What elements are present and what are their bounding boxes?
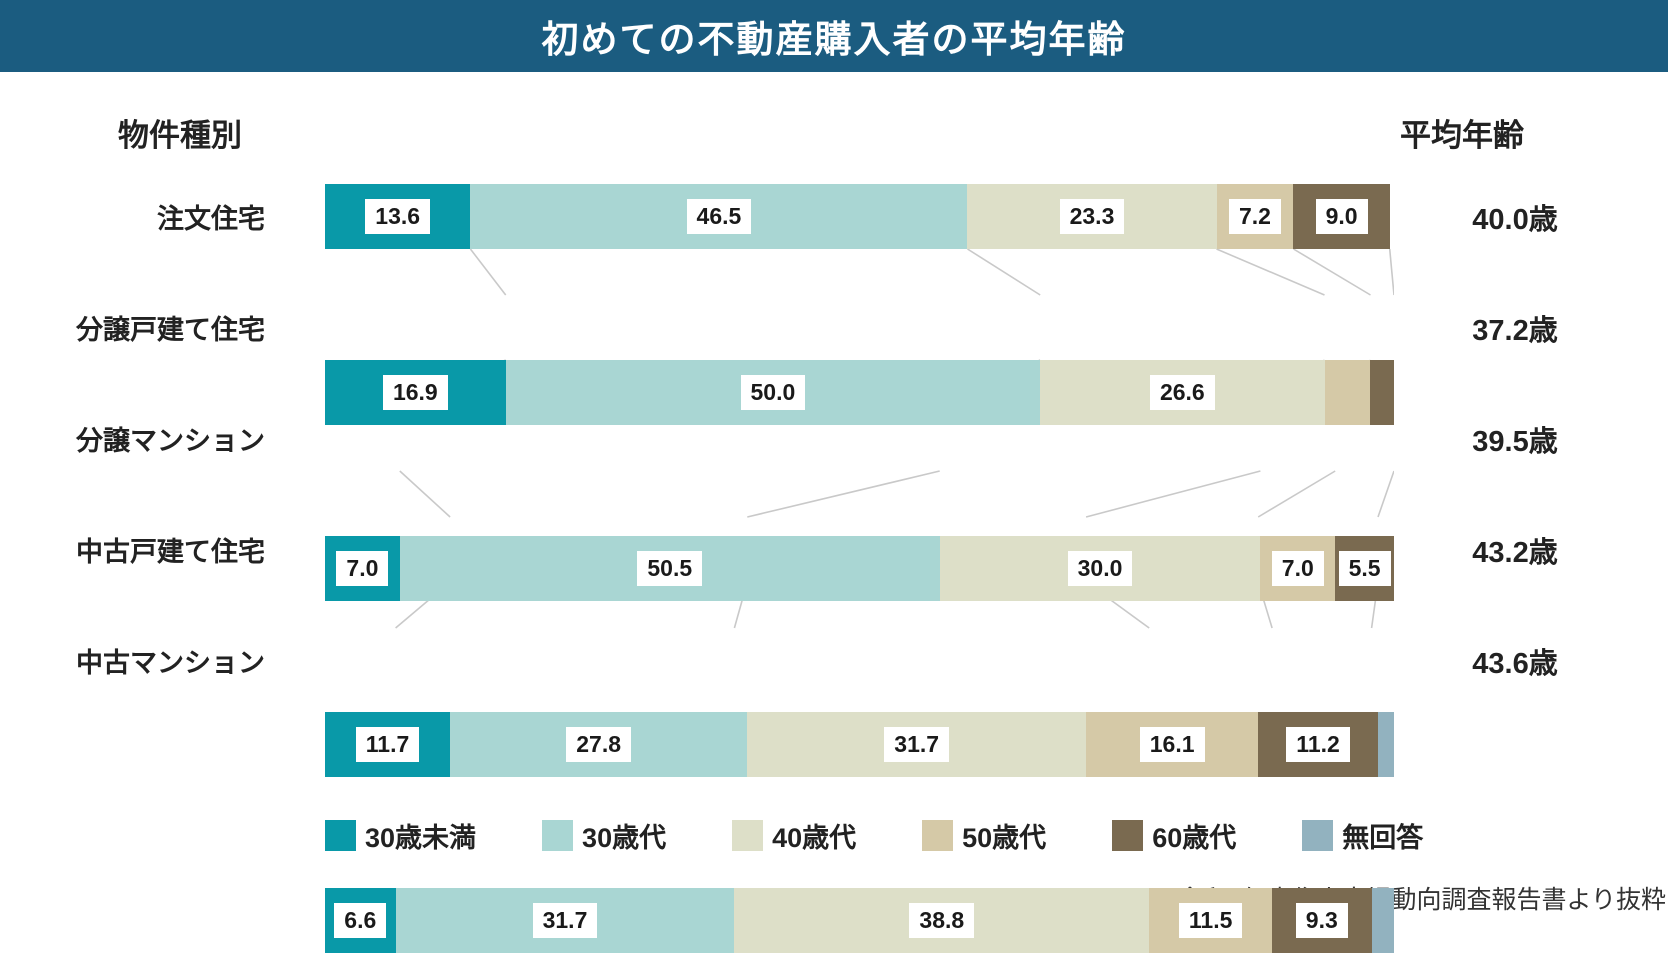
- category-label: 中古マンション: [76, 648, 265, 678]
- value-label: 11.7: [355, 727, 420, 762]
- legend-swatch-icon: [325, 820, 356, 851]
- connector-line: [747, 470, 940, 518]
- value-label: 23.3: [1059, 199, 1125, 234]
- legend-item: 60歳代: [1112, 816, 1236, 855]
- bar-segment: 16.1: [1086, 712, 1259, 777]
- bar-segment: 26.6: [1040, 360, 1325, 425]
- bar-segment: 13.6: [325, 184, 471, 249]
- legend-item: 50歳代: [922, 816, 1046, 855]
- value-label: 31.7: [532, 903, 598, 938]
- legend-label: 無回答: [1342, 823, 1424, 853]
- bar-segment: 6.6: [325, 888, 396, 953]
- value-label: 16.9: [382, 375, 448, 410]
- bar-segment: 11.5: [1149, 888, 1273, 953]
- value-label: 16.1: [1139, 727, 1205, 762]
- bar-segment: [1370, 360, 1394, 425]
- legend-label: 30歳代: [582, 823, 667, 853]
- bar-segment: 30.0: [939, 536, 1261, 601]
- value-label: 9.0: [1315, 199, 1368, 234]
- bar-segment: 5.5: [1335, 536, 1394, 601]
- bar-segment: [1377, 712, 1394, 777]
- category-label: 注文住宅: [157, 204, 265, 234]
- bar-segment: [1371, 888, 1394, 953]
- value-label: 46.5: [686, 199, 752, 234]
- value-label: 7.0: [336, 551, 389, 586]
- value-label: 13.6: [365, 199, 431, 234]
- bar-segment: 16.9: [325, 360, 506, 425]
- category-label: 分譲戸建て住宅: [76, 315, 265, 345]
- bar-segment: 9.0: [1293, 184, 1390, 249]
- connector-line: [1377, 470, 1394, 518]
- bar-segment: 46.5: [470, 184, 968, 249]
- bar-segment: 7.0: [325, 536, 400, 601]
- bar-row: 6.6 31.7 38.8 11.5 9.3: [325, 888, 1394, 953]
- bar-segment: 11.2: [1258, 712, 1378, 777]
- page-title: 初めての不動産購入者の平均年齢: [541, 19, 1127, 60]
- bar-segment: 7.0: [1260, 536, 1336, 601]
- legend-swatch-icon: [1112, 820, 1144, 851]
- connector-line: [1085, 470, 1261, 518]
- value-label: 6.6: [334, 903, 387, 938]
- bar-segment: 27.8: [450, 712, 748, 777]
- value-label: 27.8: [566, 727, 632, 762]
- average-age-header: 平均年齢: [1400, 118, 1524, 153]
- legend-item: 30歳代: [542, 816, 666, 855]
- average-age-value: 43.2歳: [1472, 536, 1558, 569]
- legend-label: 60歳代: [1152, 823, 1237, 853]
- category-label: 中古戸建て住宅: [76, 537, 265, 567]
- value-label: 38.8: [909, 903, 975, 938]
- legend-swatch-icon: [542, 820, 574, 851]
- bar-segment: 31.7: [395, 888, 735, 953]
- value-label: 9.3: [1295, 903, 1348, 938]
- value-label: 50.0: [740, 375, 806, 410]
- bar-segment: 9.3: [1272, 888, 1372, 953]
- category-label: 分譲マンション: [76, 426, 265, 456]
- bar-row: 13.6 46.5 23.3 7.2 9.0: [325, 184, 1394, 249]
- value-label: 11.5: [1178, 903, 1243, 938]
- chart-legend: 30歳未満 30歳代 40歳代 50歳代 60歳代 無回答: [325, 816, 1423, 855]
- connector-line: [399, 470, 451, 518]
- legend-swatch-icon: [922, 820, 954, 851]
- bar-row: 7.0 50.5 30.0 7.0 5.5: [325, 536, 1394, 601]
- bar-segment: [1324, 360, 1371, 425]
- bar-row: 11.7 27.8 31.7 16.1 11.2: [325, 712, 1394, 777]
- bar-segment: 11.7: [325, 712, 451, 777]
- value-label: 30.0: [1067, 551, 1133, 586]
- legend-swatch-icon: [732, 820, 764, 851]
- legend-item: 無回答: [1302, 816, 1423, 855]
- value-label: 50.5: [637, 551, 703, 586]
- legend-label: 30歳未満: [365, 823, 477, 853]
- average-age-value: 39.5歳: [1472, 425, 1558, 458]
- bar-segment: 50.5: [399, 536, 940, 601]
- value-label: 7.2: [1229, 199, 1281, 234]
- bar-segment: 38.8: [734, 888, 1150, 953]
- value-label: 5.5: [1338, 551, 1391, 586]
- value-label: 26.6: [1149, 375, 1215, 410]
- bar-segment: 7.2: [1216, 184, 1294, 249]
- bar-segment: 23.3: [967, 184, 1217, 249]
- average-age-value: 40.0歳: [1472, 203, 1558, 236]
- property-type-header: 物件種別: [118, 118, 242, 153]
- bar-segment: 50.0: [505, 360, 1041, 425]
- legend-item: 40歳代: [732, 816, 856, 855]
- legend-label: 50歳代: [962, 823, 1047, 853]
- connector-line: [1257, 470, 1336, 518]
- title-band: 初めての不動産購入者の平均年齢: [0, 0, 1668, 72]
- value-label: 11.2: [1286, 727, 1350, 762]
- legend-swatch-icon: [1302, 820, 1334, 851]
- bar-row: 16.9 50.0 26.6: [325, 360, 1394, 425]
- average-age-value: 43.6歳: [1472, 647, 1558, 680]
- legend-item: 30歳未満: [325, 816, 476, 855]
- average-age-value: 37.2歳: [1472, 314, 1558, 347]
- value-label: 31.7: [884, 727, 950, 762]
- value-label: 7.0: [1271, 551, 1324, 586]
- legend-label: 40歳代: [772, 823, 857, 853]
- bar-segment: 31.7: [747, 712, 1087, 777]
